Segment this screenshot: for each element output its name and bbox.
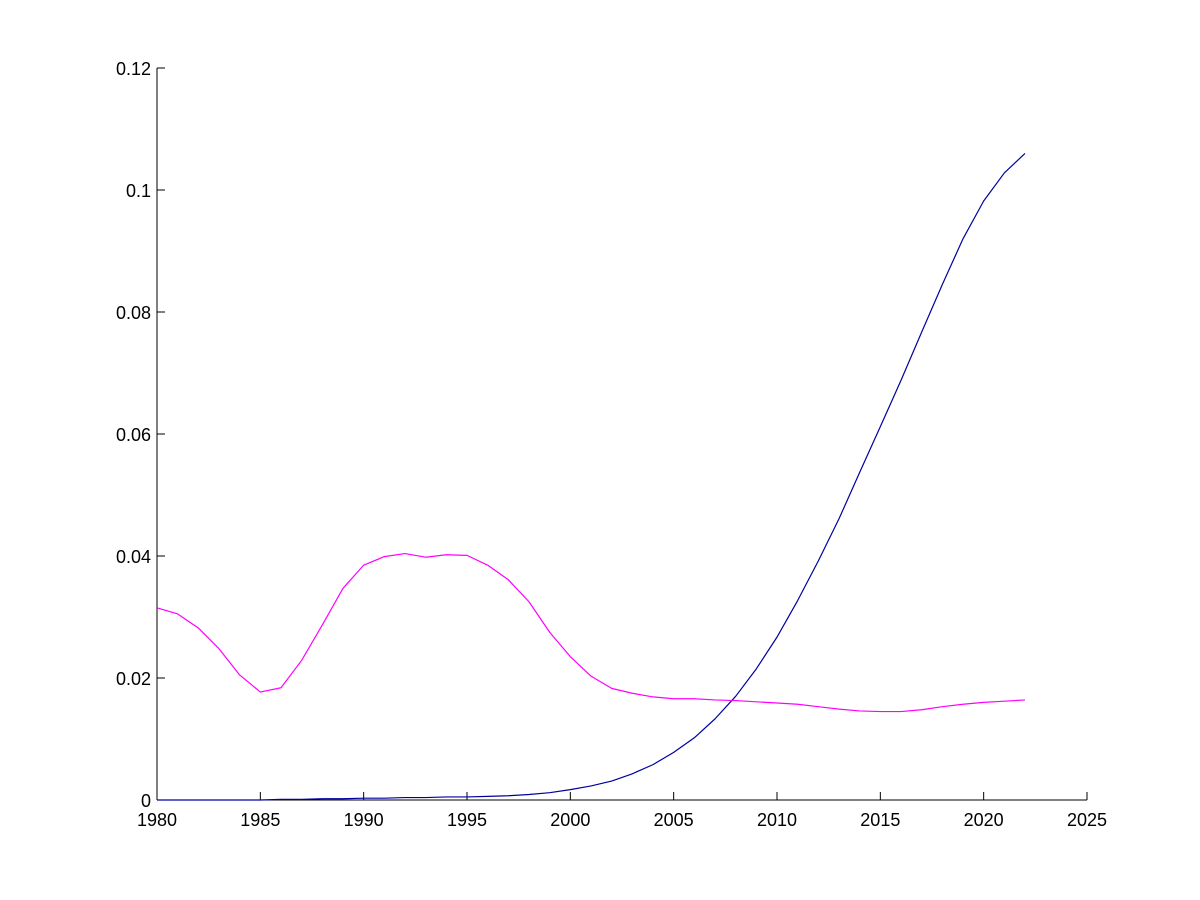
x-tick-label: 2000	[550, 810, 590, 830]
x-tick-label: 2005	[654, 810, 694, 830]
x-tick-label: 1995	[447, 810, 487, 830]
x-tick-label: 1980	[137, 810, 177, 830]
x-tick-label: 2025	[1067, 810, 1107, 830]
series-lines	[156, 152, 1026, 801]
x-tick-label: 2010	[757, 810, 797, 830]
y-tick-label: 0.04	[116, 547, 151, 567]
y-tick-label: 0.08	[116, 303, 151, 323]
y-tick-label: 0.02	[116, 669, 151, 689]
x-tick-label: 2020	[964, 810, 1004, 830]
series-line-2	[156, 552, 1026, 713]
x-tick-label: 1990	[344, 810, 384, 830]
x-tick-label: 1985	[240, 810, 280, 830]
x-tick-label: 2015	[860, 810, 900, 830]
y-tick-label: 0.12	[116, 59, 151, 79]
y-tick-label: 0.1	[126, 181, 151, 201]
y-tick-label: 0	[141, 791, 151, 811]
series-line-1	[157, 152, 1026, 801]
tick-labels: 1980 1985 1990 1995 2000 2005 2010 2015 2020 2025…	[116, 59, 1107, 830]
y-tick-label: 0.06	[116, 425, 151, 445]
